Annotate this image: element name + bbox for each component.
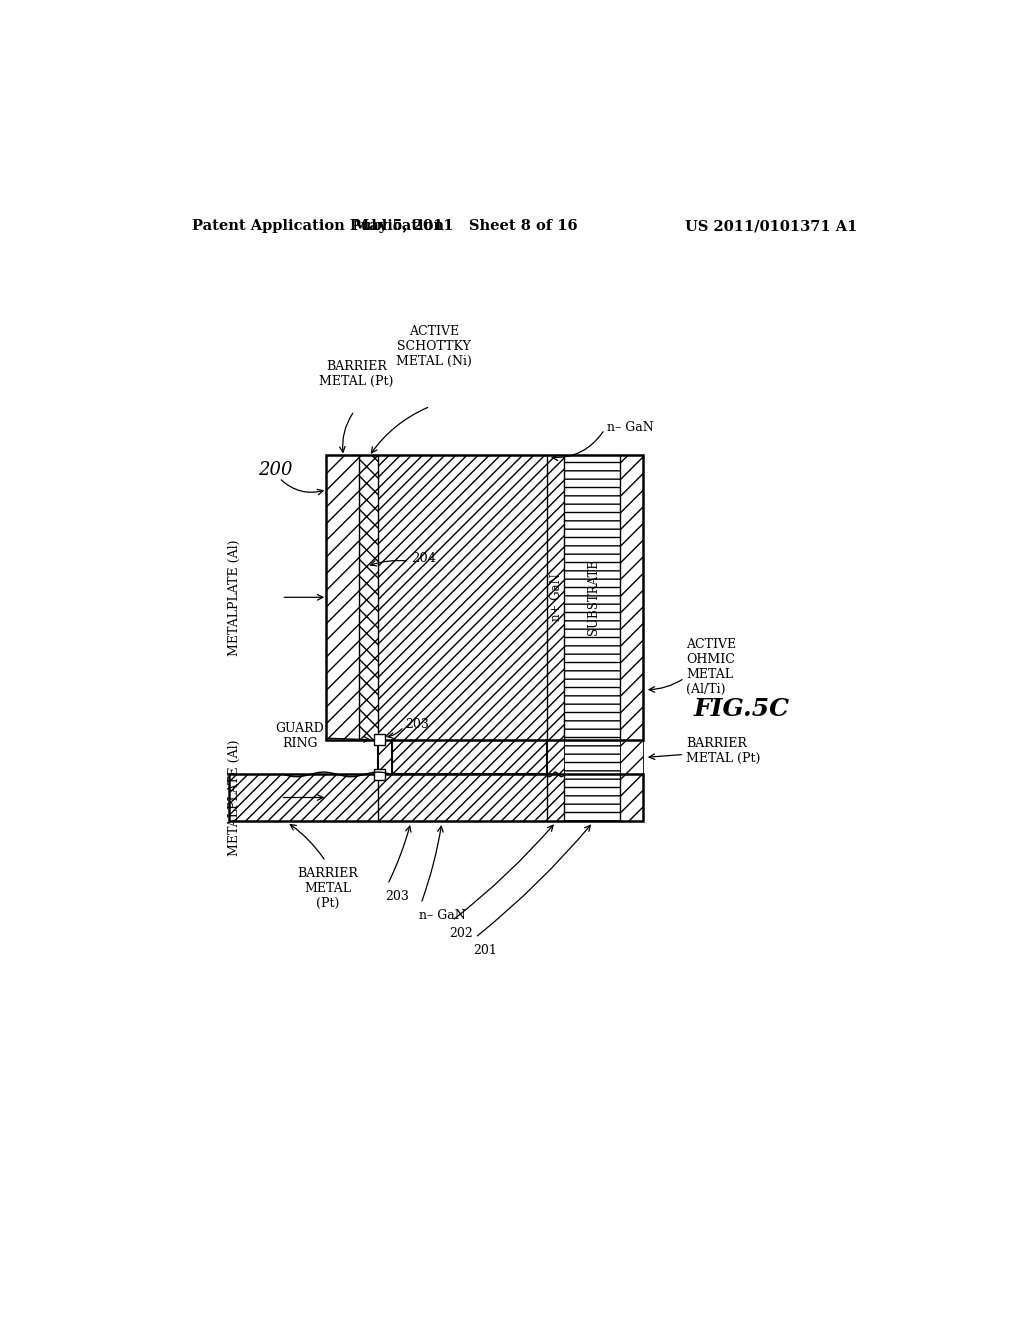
Bar — [547, 739, 564, 775]
Text: May 5, 2011   Sheet 8 of 16: May 5, 2011 Sheet 8 of 16 — [353, 219, 578, 234]
Text: FIG.5C: FIG.5C — [693, 697, 790, 721]
Bar — [326, 455, 643, 739]
Text: GUARD
RING: GUARD RING — [275, 722, 325, 750]
Bar — [621, 455, 643, 739]
Text: US 2011/0101371 A1: US 2011/0101371 A1 — [685, 219, 857, 234]
Text: ACTIVE
SCHOTTKY
METAL (Ni): ACTIVE SCHOTTKY METAL (Ni) — [396, 325, 472, 368]
Text: BARRIER
METAL (Pt): BARRIER METAL (Pt) — [686, 738, 761, 766]
Bar — [564, 739, 621, 775]
Text: BARRIER
METAL (Pt): BARRIER METAL (Pt) — [319, 360, 394, 388]
Bar — [564, 775, 621, 821]
Bar — [621, 739, 643, 775]
Text: 201: 201 — [473, 944, 497, 957]
Text: METALPLATE (Al): METALPLATE (Al) — [228, 539, 242, 656]
Text: n– GaN: n– GaN — [419, 909, 465, 923]
Bar — [374, 734, 385, 744]
Text: METALPLATE (Al): METALPLATE (Al) — [228, 739, 242, 855]
Bar — [378, 775, 547, 821]
Text: 202: 202 — [450, 927, 473, 940]
Bar — [228, 775, 643, 821]
Text: SUBSTRATE: SUBSTRATE — [587, 560, 599, 635]
Bar — [326, 455, 359, 739]
Bar — [621, 775, 643, 821]
Text: n+ GaN: n+ GaN — [550, 573, 563, 622]
Bar — [564, 455, 621, 739]
Text: 203: 203 — [385, 890, 410, 903]
Bar — [378, 739, 391, 775]
Bar — [547, 455, 564, 739]
Bar — [378, 455, 547, 739]
Bar — [228, 775, 378, 821]
Text: ACTIVE
OHMIC
METAL
(Al/Ti): ACTIVE OHMIC METAL (Al/Ti) — [686, 638, 736, 696]
Bar — [391, 739, 547, 775]
Bar — [374, 770, 385, 780]
Bar — [547, 775, 564, 821]
Bar — [359, 455, 378, 739]
Text: n– GaN: n– GaN — [607, 421, 653, 434]
Text: 200: 200 — [258, 461, 293, 479]
Text: 203: 203 — [406, 718, 429, 731]
Text: 204: 204 — [411, 552, 436, 565]
Text: BARRIER
METAL
(Pt): BARRIER METAL (Pt) — [298, 867, 358, 909]
Text: Patent Application Publication: Patent Application Publication — [191, 219, 443, 234]
